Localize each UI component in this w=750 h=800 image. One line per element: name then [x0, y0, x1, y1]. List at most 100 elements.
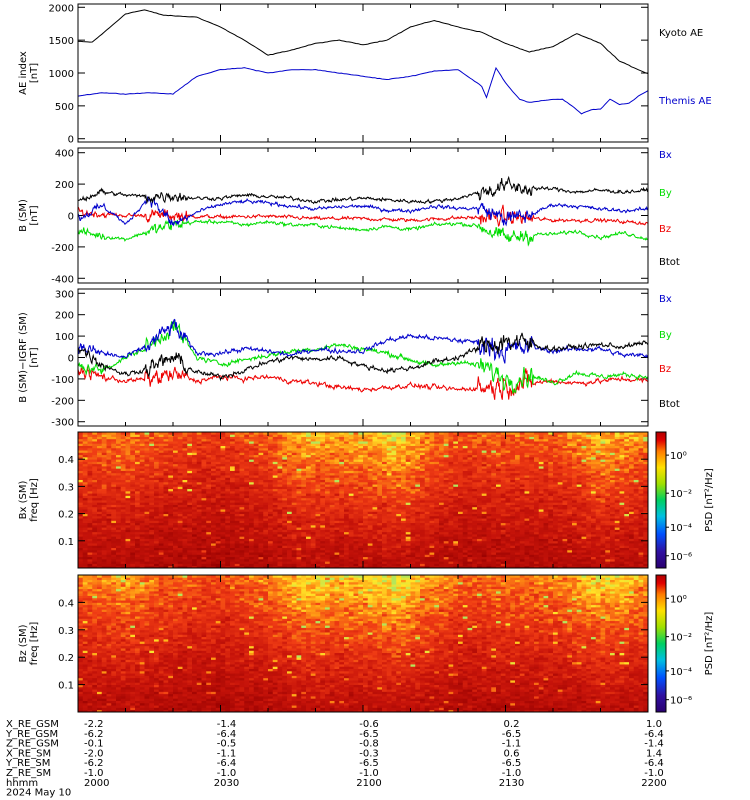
- panel-4-cell: [135, 543, 141, 546]
- panel-4-cell: [372, 565, 378, 569]
- panel-4-cell: [78, 529, 84, 533]
- panel-4-cell: [401, 456, 407, 460]
- panel-4-cell: [168, 493, 174, 496]
- panel-4-cell: [301, 470, 307, 474]
- panel-4-cell: [268, 452, 274, 456]
- panel-4-cell: [344, 470, 350, 474]
- panel-4-cell: [206, 552, 212, 555]
- panel-4-cell: [415, 475, 421, 478]
- panel-4-cell: [215, 524, 221, 528]
- panel-4-cell: [434, 450, 440, 453]
- panel-4-cell: [139, 563, 145, 567]
- panel-4-cell: [405, 549, 411, 553]
- panel-4-cell: [106, 493, 112, 496]
- panel-4-cell: [291, 549, 297, 553]
- panel-4-cell: [272, 479, 278, 483]
- panel-4-cell: [125, 475, 131, 478]
- panel-4-cell: [116, 434, 122, 437]
- panel-4-cell: [386, 545, 392, 548]
- panel-4-cell: [415, 432, 421, 435]
- panel-4-cell: [382, 554, 388, 558]
- panel-4-cell: [344, 500, 350, 503]
- panel-4-cell: [234, 561, 240, 564]
- panel-4-cell: [448, 484, 454, 487]
- panel-4-cell: [410, 486, 416, 490]
- panel-4-cell: [410, 479, 416, 483]
- panel-4-cell: [182, 470, 188, 474]
- panel-4-cell: [287, 495, 293, 499]
- panel-4-cell: [353, 543, 359, 546]
- panel-4-cell: [87, 509, 93, 512]
- panel-4-cell: [377, 543, 383, 546]
- panel-4-cell: [130, 536, 136, 539]
- panel-4-cell: [196, 520, 202, 524]
- panel-4-cell: [410, 531, 416, 535]
- panel-4-cell: [401, 513, 407, 517]
- panel-4-cell: [87, 475, 93, 478]
- panel-4-cell: [116, 479, 122, 483]
- panel-4-cell: [277, 543, 283, 546]
- panel-4-cell: [158, 500, 164, 503]
- panel-4-cell: [225, 452, 231, 456]
- panel-4-cell: [386, 450, 392, 453]
- panel-4-cell: [87, 479, 93, 483]
- panel-4-cell: [396, 531, 402, 535]
- panel-4-cell: [154, 452, 160, 456]
- panel-4-cell: [120, 534, 126, 537]
- panel-4-cell: [382, 477, 388, 480]
- panel-4-cell: [211, 456, 217, 460]
- panel-4-cell: [277, 438, 283, 442]
- panel-4-cell: [196, 565, 202, 569]
- panel-4-cell: [396, 511, 402, 514]
- panel-4-cell: [291, 538, 297, 542]
- panel-4-cell: [320, 531, 326, 535]
- panel-4-cell: [182, 531, 188, 535]
- panel-4-cell: [230, 563, 236, 567]
- panel-4-cell: [182, 556, 188, 560]
- panel-4-cell: [149, 549, 155, 553]
- panel-4-cell: [149, 493, 155, 496]
- panel-4-cell: [310, 488, 316, 492]
- panel-4-cell: [111, 452, 117, 456]
- panel-4-cell: [410, 556, 416, 560]
- panel-4-cell: [177, 536, 183, 539]
- panel-4-cell: [130, 441, 136, 444]
- panel-4-cell: [149, 534, 155, 537]
- panel-4-cell: [301, 477, 307, 480]
- panel-4-cell: [443, 549, 449, 553]
- panel-4-cell: [106, 484, 112, 487]
- panel-4-cell: [201, 450, 207, 453]
- panel-4-cell: [363, 484, 369, 487]
- panel-4-cell: [87, 543, 93, 546]
- panel-4-cell: [130, 554, 136, 558]
- panel-4-cell: [168, 538, 174, 542]
- panel-4-cell: [125, 547, 131, 551]
- panel-4-cell: [306, 438, 312, 442]
- panel-4-cell: [301, 481, 307, 485]
- panel-4-cell: [353, 515, 359, 519]
- panel-4-cell: [301, 515, 307, 519]
- panel-4-cell: [239, 459, 245, 462]
- panel-4-cell: [253, 524, 259, 528]
- panel-4-cell: [120, 490, 126, 494]
- panel-4-cell: [220, 432, 226, 435]
- panel-4-cell: [272, 436, 278, 440]
- panel-4-cell: [196, 538, 202, 542]
- panel-4-cell: [443, 536, 449, 539]
- panel-4-cell: [453, 506, 459, 510]
- panel-4-cell: [301, 534, 307, 537]
- panel-4-cell: [420, 522, 426, 526]
- panel-4-cell: [139, 477, 145, 480]
- panel-4-cell: [116, 545, 122, 548]
- panel-4-cell: [401, 536, 407, 539]
- panel-4-cell: [163, 513, 169, 517]
- panel-4-cell: [296, 495, 302, 499]
- panel-4-cell: [420, 479, 426, 483]
- panel-4-cell: [135, 484, 141, 487]
- panel-4-cell: [130, 490, 136, 494]
- panel-4-cell: [106, 527, 112, 530]
- panel-4-cell: [396, 543, 402, 546]
- panel-4-cell: [234, 558, 240, 562]
- panel-4-cell: [310, 468, 316, 471]
- panel-4-cell: [116, 486, 122, 490]
